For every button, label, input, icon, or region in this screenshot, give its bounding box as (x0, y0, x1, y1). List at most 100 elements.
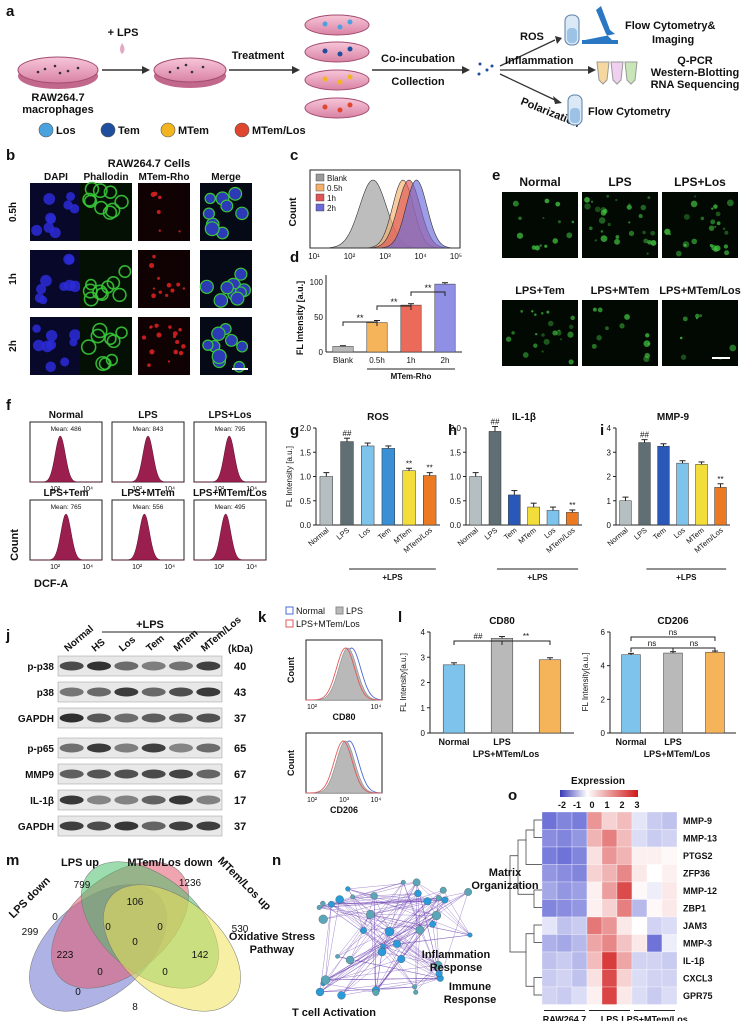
o-cell (661, 899, 678, 918)
micro-cell (118, 265, 132, 279)
n-node (327, 900, 335, 908)
k-tick: 10² (307, 797, 318, 804)
micro-cell (63, 253, 75, 265)
o-cell (556, 881, 573, 900)
k-tick: 10⁴ (371, 797, 382, 804)
n-edge (417, 893, 421, 931)
o-cell (601, 899, 618, 918)
legend-swatch-2 (160, 122, 176, 138)
g-plot-bar-3 (381, 448, 395, 526)
n-node (431, 910, 442, 921)
f-tick: 10⁴ (164, 564, 175, 571)
n-edge (341, 977, 441, 996)
micro-dot (178, 350, 184, 356)
f-title-5: LPS+MTem/Los (193, 488, 267, 499)
o-cell (616, 881, 633, 900)
micro-cell (115, 326, 128, 339)
micro-cell (40, 274, 52, 287)
micro-dot (173, 349, 179, 355)
o-cell (571, 846, 588, 865)
micro-dot (170, 288, 175, 293)
e-cell (512, 200, 519, 207)
c-legend-swatch-2 (315, 193, 325, 202)
h-plot-mark-1: ## (491, 418, 500, 427)
n-edge (349, 930, 364, 961)
n-node (377, 947, 387, 957)
e-cell (695, 313, 700, 319)
e-cell (683, 213, 690, 220)
o-cell (631, 864, 648, 883)
micro-cell (224, 333, 238, 347)
e-cell (675, 250, 682, 257)
e-cell (584, 203, 591, 210)
j-plus: +LPS (136, 619, 164, 631)
k-ylabel-1: Count (286, 750, 296, 776)
cells-label-2: macrophages (22, 104, 94, 116)
micro-cell (233, 360, 245, 373)
n-edge (331, 904, 390, 932)
micro-cell (45, 329, 58, 342)
o-cell (661, 969, 678, 988)
bar-chart-d: Blank 0.5h 1h 2h 0 50 100 ** ** ** MTem-Rho (310, 275, 462, 381)
h-plot-bar-5 (566, 512, 579, 526)
e-cell (713, 247, 719, 253)
expression-heatmap: Expression -2 -1 0 1 2 3 MMP-9 MMP-13 PTGS2 ZFP36 M… (509, 776, 717, 1021)
l2-sig-0: ns (648, 639, 656, 648)
venn-count-13: 0 (75, 987, 81, 998)
venn-count-5: 0 (52, 912, 58, 923)
o-gene-3: ZFP36 (683, 868, 710, 878)
o-cell (601, 951, 618, 970)
flow-histogram-k: Normal LPS LPS+MTem/Los Count 10² 10⁴ CD80 Coun… (285, 606, 383, 815)
n-edge (349, 915, 437, 961)
o-cell (616, 829, 633, 848)
e-cell (640, 204, 647, 211)
b-title: RAW264.7 Cells (108, 158, 191, 170)
panel-label-e: e (492, 167, 500, 184)
o-dendrogram (533, 889, 542, 908)
e-cell (534, 245, 540, 251)
j-band (196, 795, 221, 805)
bar-chart-cd80: 0 1 2 3 4 CD80 FL Intensity[a.u.] Normal LPS LPS+… (399, 616, 574, 759)
n-node (433, 960, 443, 970)
j-kda: (kDa) (228, 644, 253, 655)
n-node (316, 904, 322, 910)
n-edge (381, 951, 439, 966)
e-cell (588, 226, 593, 231)
e-cell (723, 244, 729, 249)
h-plot-bar-3 (527, 506, 540, 526)
n-edge (349, 882, 404, 961)
panel-label-f: f (6, 397, 12, 414)
d-plot-xlabel-3: 2h (441, 356, 450, 365)
o-cell (631, 881, 648, 900)
panel-label-d: d (290, 249, 299, 266)
micro-dot (176, 282, 181, 287)
micro-cell (59, 282, 69, 292)
o-cell (571, 811, 588, 830)
o-cell (541, 864, 558, 883)
e-cell (713, 204, 718, 209)
g-plot-bar-0 (319, 476, 333, 526)
j-band (87, 713, 111, 723)
e-cell (544, 198, 550, 204)
o-scale-2: 0 (589, 800, 594, 810)
l2-plot-bar-2 (705, 651, 725, 734)
n-node (435, 970, 443, 978)
o-scale-4: 2 (619, 800, 624, 810)
l1-plot-ytick-3: 3 (421, 653, 426, 662)
e-cell (643, 340, 651, 347)
panel-label-i: i (600, 422, 604, 439)
j-band (196, 661, 221, 671)
j-band (114, 743, 139, 753)
e-cell (540, 311, 544, 315)
e-cell (568, 359, 574, 365)
j-kda-4: 67 (234, 769, 246, 781)
e-cell (520, 310, 524, 313)
k-tick: 10³ (339, 797, 350, 804)
micro-dot (165, 293, 169, 297)
c-legend-0: Blank (327, 174, 348, 183)
n-node (350, 894, 356, 900)
g-plot-mark-5: ** (427, 464, 433, 473)
g-plot-title: ROS (367, 412, 389, 423)
n-node (335, 954, 340, 959)
